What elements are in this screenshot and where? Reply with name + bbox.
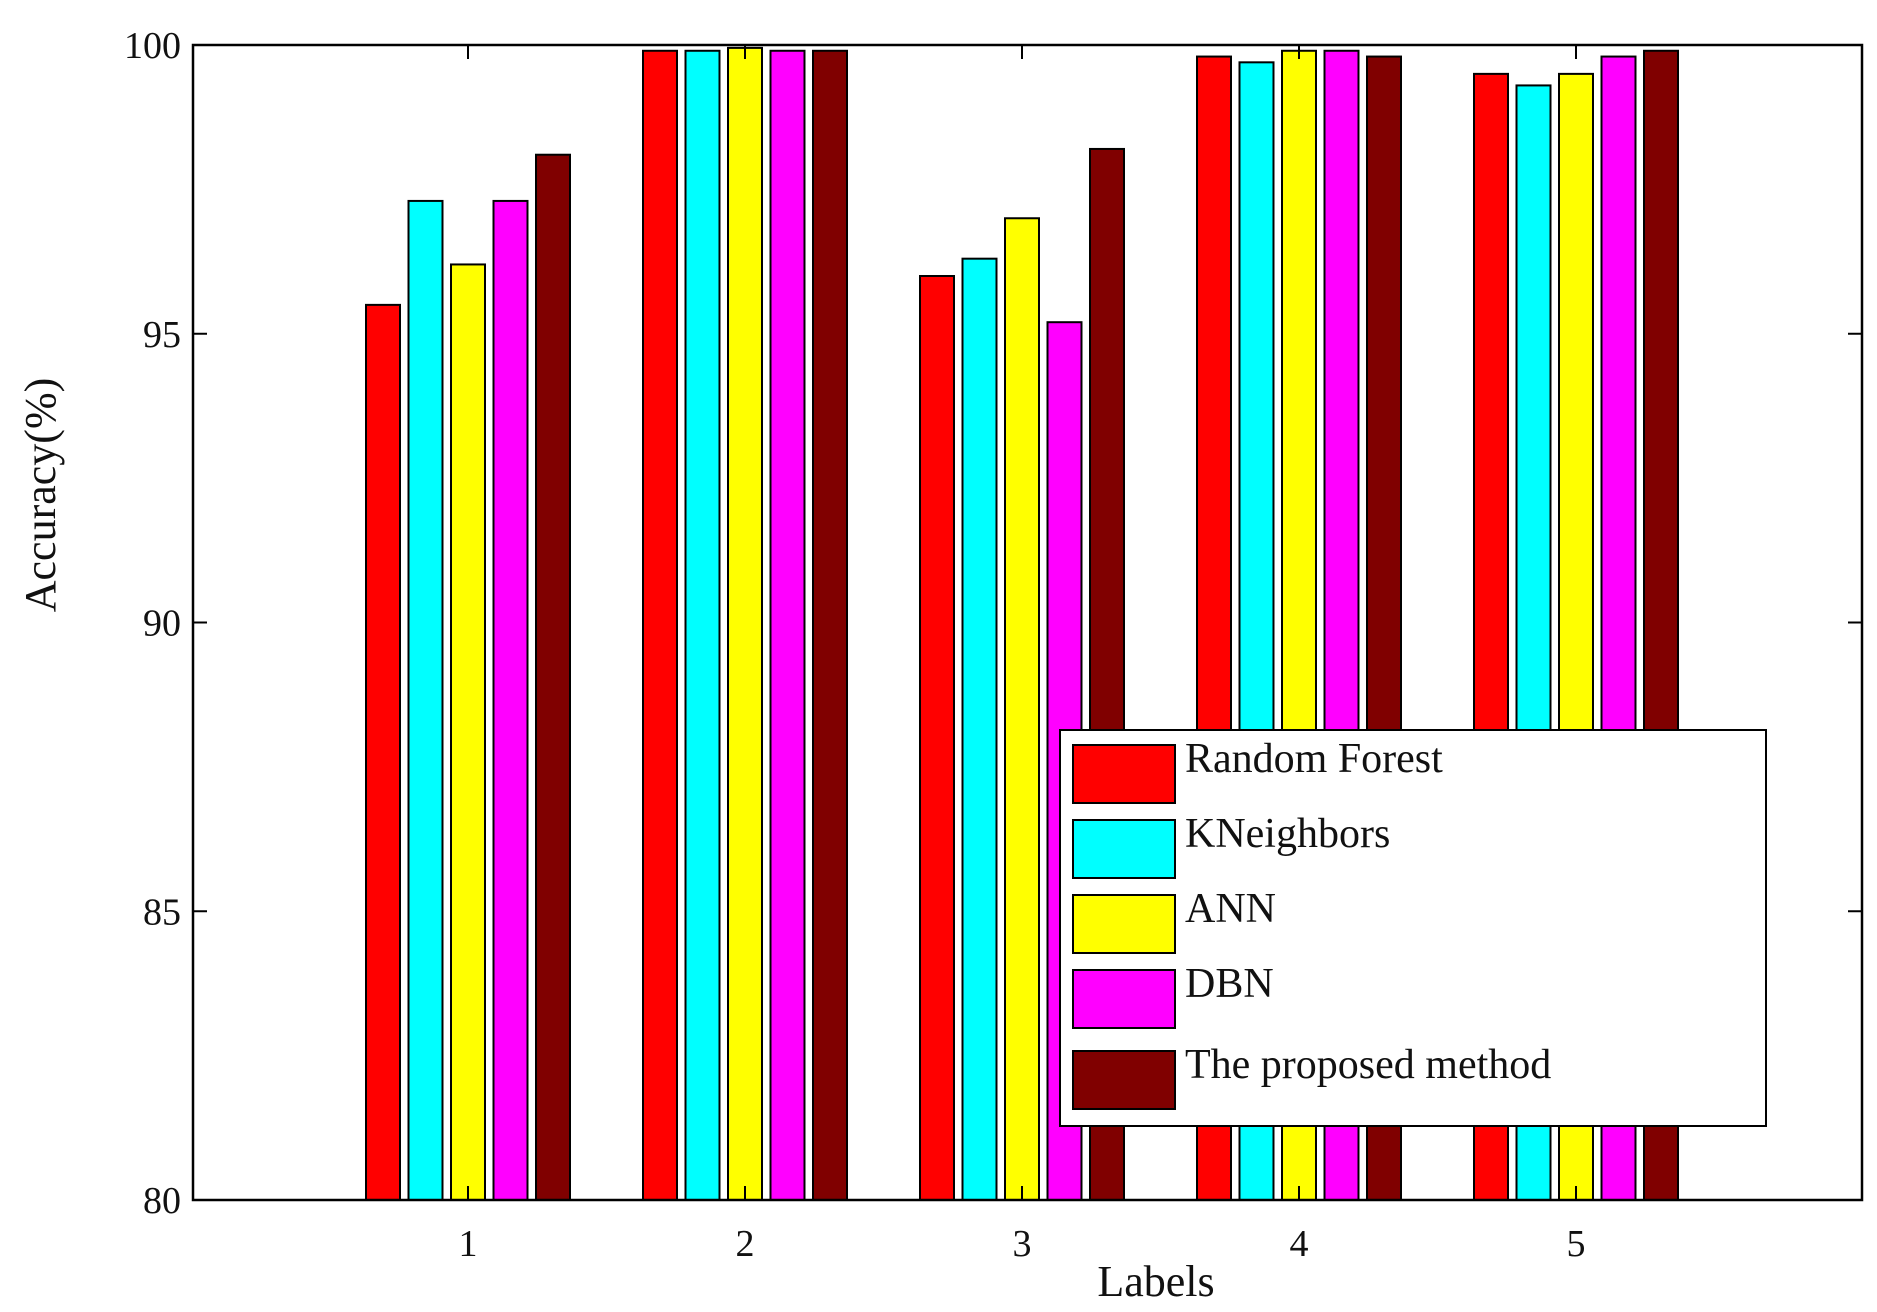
x-tick-label: 4 [1290,1223,1309,1265]
bar-the-proposed-method-label-2 [812,49,848,1201]
bar-kneighbors-label-3 [961,257,998,1201]
axis-ticks [193,44,1862,1201]
legend-label-ann: ANN [1185,886,1276,932]
bar-ann-label-3 [1004,217,1040,1201]
legend-swatch-kneighbors [1072,819,1176,879]
legend-swatch-random-forest [1072,744,1176,804]
x-axis-title: Labels [1097,1257,1214,1306]
legend-label-kneighbors: KNeighbors [1185,811,1390,857]
bar-ann-label-1 [450,263,486,1201]
bar-kneighbors-label-2 [684,49,721,1201]
x-tick-label: 1 [459,1223,478,1265]
y-axis-title: Accuracy(%) [16,378,65,613]
legend-label-dbn: DBN [1185,961,1274,1007]
bar-random-forest-label-3 [919,275,955,1201]
y-tick-label: 85 [143,891,181,933]
legend-label-the-proposed-method: The proposed method [1185,1042,1551,1088]
legend: Random Forest KNeighbors ANN DBN The propose… [1059,729,1767,1127]
legend-swatch-dbn [1072,969,1176,1029]
bar-dbn-label-1 [492,199,529,1202]
y-tick-label: 100 [124,25,181,67]
axis-tick-labels: 80 85 90 95 100 1 2 3 4 5 [124,25,1586,1265]
bar-dbn-label-2 [769,49,806,1201]
x-tick-label: 3 [1013,1223,1032,1265]
bar-random-forest-label-2 [642,49,678,1201]
bar-ann-label-2 [727,46,763,1202]
legend-swatch-ann [1072,894,1176,954]
legend-label-random-forest: Random Forest [1185,736,1443,782]
legend-box [1059,729,1767,1127]
bar-random-forest-label-1 [365,303,401,1201]
x-tick-label: 2 [736,1223,755,1265]
bar-the-proposed-method-label-1 [535,153,571,1202]
legend-swatch-the-proposed-method [1072,1050,1176,1110]
y-tick-label: 80 [143,1180,181,1222]
y-tick-label: 90 [143,603,181,645]
bar-kneighbors-label-1 [407,199,444,1202]
x-tick-label: 5 [1567,1223,1586,1265]
y-tick-label: 95 [143,314,181,356]
